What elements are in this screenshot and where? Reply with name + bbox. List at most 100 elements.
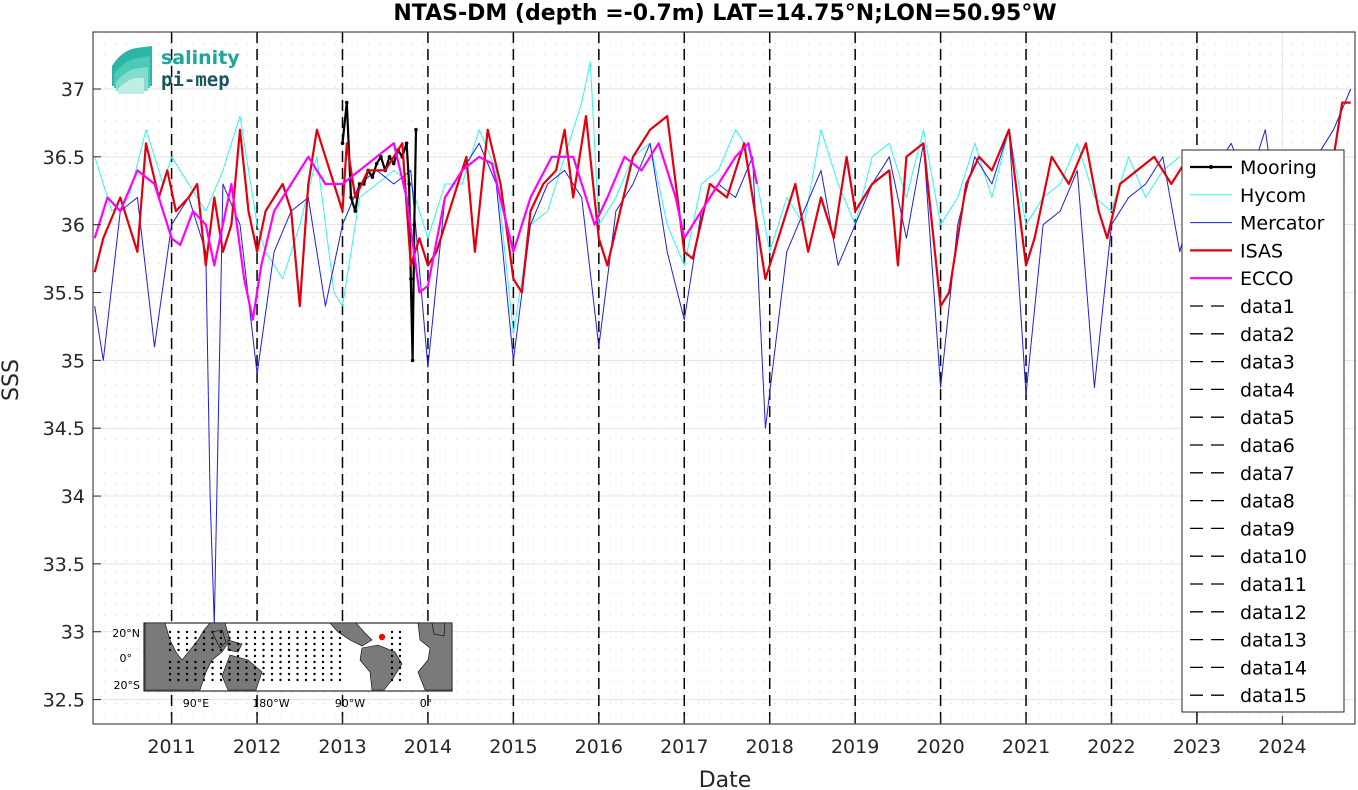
array-dot [270,672,274,676]
array-dot [245,672,248,676]
array-dot [270,636,274,640]
array-dot [338,630,342,634]
mooring-point [349,195,353,200]
array-dot [287,636,291,640]
array-dot [194,636,197,640]
array-dot [253,630,257,634]
array-dot [202,672,206,676]
legend-label: data10 [1240,546,1307,568]
array-dot [262,636,265,640]
array-dot [321,672,325,676]
array-dot [236,642,240,646]
array-dot [296,660,299,664]
y-tick-label: 32.5 [43,690,85,712]
array-dot [313,654,316,658]
legend-marker [1209,165,1213,169]
y-tick-label: 35 [61,350,85,372]
array-dot [262,648,265,652]
array-dot [270,642,274,646]
series-line-ecco [93,142,758,321]
array-dot [262,642,265,646]
array-dot [253,648,257,652]
array-dot [185,630,189,634]
x-tick-label: 2020 [916,736,964,758]
array-dot [321,636,325,640]
legend-label: ISAS [1240,240,1283,262]
array-dot [185,648,189,652]
array-dot [185,678,189,682]
array-dot [236,636,240,640]
x-tick-label: 2016 [575,736,623,758]
array-dot [321,678,325,682]
array-dot [177,648,180,652]
array-dot [304,660,308,664]
y-axis-ticks: 32.5 33 33.5 34 34.5 35 35.5 36 36.5 37 [43,79,101,712]
y-tick-label: 35.5 [43,283,85,305]
mooring-point [412,222,417,227]
array-dot [390,666,394,670]
array-dot [338,672,342,676]
array-dot [270,654,274,658]
mooring-point [387,155,392,159]
wave-logo-icon [112,46,152,94]
array-dot [279,630,282,634]
array-dot [236,672,240,676]
mooring-array-dots [168,630,402,682]
array-dot [211,636,214,640]
array-dot [279,636,282,640]
array-dot [202,648,206,652]
array-dot [321,654,325,658]
legend-label: data15 [1240,685,1307,707]
array-dot [194,648,197,652]
array-dot [321,660,325,664]
array-dot [219,678,223,682]
y-axis-label: SSS [0,359,24,401]
mooring-point [340,141,345,146]
array-dot [338,660,342,664]
array-dot [390,654,394,658]
array-dot [398,654,402,658]
array-dot [304,672,308,676]
array-dot [253,660,257,664]
array-dot [185,642,189,646]
plot-frame [92,31,1356,725]
inset-lon-label: 0° [420,697,433,710]
y-tick-label: 36.5 [43,147,85,169]
x-tick-label: 2018 [746,736,794,758]
array-dot [177,636,180,640]
array-dot [168,672,172,676]
array-dot [270,666,274,670]
mooring-point [370,175,375,179]
y-tick-label: 36 [61,215,85,237]
array-dot [398,660,402,664]
array-dot [253,678,257,682]
array-dot [338,636,342,640]
array-dot [321,630,325,634]
x-tick-label: 2022 [1087,736,1135,758]
legend: Mooring Hycom Mercator ISAS ECCO data1 data2 da… [1181,149,1345,713]
array-dot [398,678,402,682]
array-dot [177,678,180,682]
mooring-point [404,141,409,146]
array-dot [245,648,248,652]
array-dot [390,672,394,676]
array-dot [228,636,231,640]
array-dot [211,672,214,676]
array-dot [279,648,282,652]
array-dot [304,648,308,652]
array-dot [211,648,214,652]
x-tick-label: 2014 [404,736,452,758]
y-tick-label: 33 [61,622,85,644]
inset-lat-label: 20°N [112,627,140,640]
array-dot [202,636,206,640]
array-dot [245,642,248,646]
array-dot [390,630,394,634]
mooring-point [379,155,383,159]
array-dot [219,642,223,646]
array-dot [236,666,240,670]
legend-label: data12 [1240,602,1307,624]
array-dot [185,672,189,676]
array-dot [228,630,231,634]
array-dot [390,648,394,652]
